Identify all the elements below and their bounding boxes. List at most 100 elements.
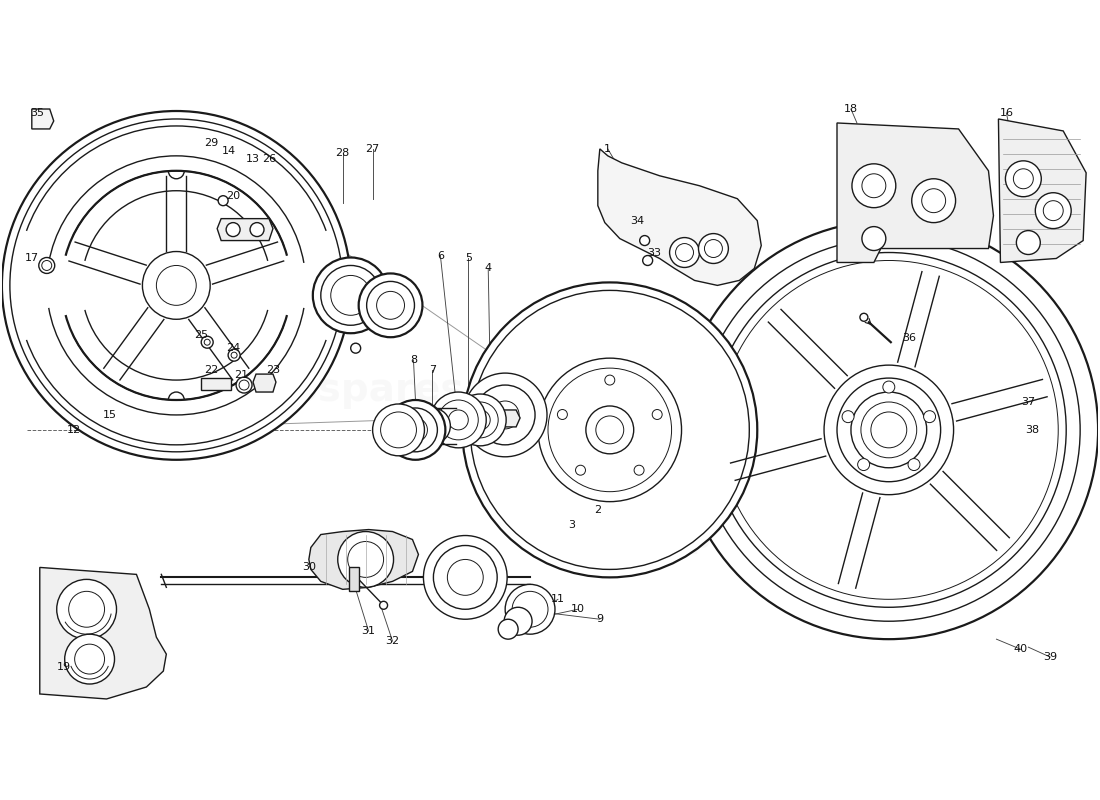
Circle shape — [236, 377, 252, 393]
Text: 6: 6 — [437, 250, 444, 261]
Text: 32: 32 — [385, 636, 399, 646]
Circle shape — [712, 253, 1066, 607]
Text: 24: 24 — [226, 343, 240, 353]
Text: 38: 38 — [1025, 425, 1040, 435]
Circle shape — [156, 266, 196, 306]
Circle shape — [634, 466, 645, 475]
Text: 34: 34 — [630, 216, 645, 226]
Circle shape — [227, 222, 240, 237]
Circle shape — [586, 406, 634, 454]
Circle shape — [871, 412, 906, 448]
Circle shape — [10, 119, 343, 452]
Circle shape — [462, 402, 498, 438]
Circle shape — [379, 602, 387, 610]
Text: 20: 20 — [226, 190, 240, 201]
Circle shape — [231, 352, 238, 358]
Text: 37: 37 — [1021, 397, 1035, 407]
Polygon shape — [837, 123, 993, 262]
Text: 8: 8 — [410, 355, 417, 365]
Text: 7: 7 — [429, 365, 436, 375]
Circle shape — [463, 373, 547, 457]
Text: 22: 22 — [205, 365, 218, 375]
Circle shape — [2, 111, 351, 460]
Circle shape — [861, 402, 916, 458]
Circle shape — [228, 349, 240, 361]
Circle shape — [851, 164, 895, 208]
Circle shape — [719, 261, 1058, 599]
Text: 12: 12 — [67, 425, 80, 435]
Circle shape — [1035, 193, 1071, 229]
Circle shape — [415, 408, 450, 444]
Circle shape — [404, 418, 428, 442]
Text: 27: 27 — [365, 144, 380, 154]
Circle shape — [858, 458, 870, 470]
Text: 13: 13 — [246, 154, 260, 164]
Circle shape — [837, 378, 940, 482]
Text: 25: 25 — [195, 330, 208, 340]
Circle shape — [359, 274, 422, 338]
Circle shape — [498, 619, 518, 639]
Circle shape — [908, 458, 920, 470]
Circle shape — [642, 255, 652, 266]
Circle shape — [862, 226, 886, 250]
Circle shape — [504, 607, 532, 635]
Circle shape — [505, 584, 556, 634]
Circle shape — [697, 238, 1080, 622]
Circle shape — [1043, 201, 1064, 221]
Polygon shape — [349, 567, 359, 591]
Circle shape — [698, 234, 728, 263]
Circle shape — [883, 381, 894, 393]
Text: 23: 23 — [266, 365, 280, 375]
Text: 9: 9 — [596, 614, 604, 624]
Circle shape — [538, 358, 682, 502]
Circle shape — [513, 591, 548, 627]
Circle shape — [462, 282, 757, 578]
Circle shape — [394, 408, 438, 452]
Text: 31: 31 — [362, 626, 375, 636]
Circle shape — [862, 174, 886, 198]
Text: 14: 14 — [222, 146, 236, 156]
Circle shape — [1016, 230, 1041, 254]
Circle shape — [376, 291, 405, 319]
Circle shape — [424, 535, 507, 619]
Circle shape — [558, 410, 568, 419]
Circle shape — [142, 251, 210, 319]
Polygon shape — [32, 109, 54, 129]
Circle shape — [912, 178, 956, 222]
Circle shape — [373, 404, 425, 456]
Polygon shape — [40, 567, 166, 699]
Text: 40: 40 — [1013, 644, 1027, 654]
Text: 3: 3 — [569, 519, 575, 530]
Circle shape — [449, 410, 469, 430]
Circle shape — [386, 400, 446, 460]
Circle shape — [1005, 161, 1042, 197]
Circle shape — [575, 466, 585, 475]
Circle shape — [39, 258, 55, 274]
Text: 29: 29 — [205, 138, 218, 148]
Circle shape — [250, 222, 264, 237]
Polygon shape — [217, 218, 273, 241]
Circle shape — [348, 542, 384, 578]
Circle shape — [860, 314, 868, 322]
Circle shape — [439, 400, 478, 440]
Circle shape — [596, 416, 624, 444]
Circle shape — [218, 196, 228, 206]
Circle shape — [471, 290, 749, 570]
Text: 33: 33 — [648, 247, 661, 258]
Text: eurospares: eurospares — [218, 371, 463, 409]
Circle shape — [471, 410, 491, 430]
Text: 17: 17 — [24, 254, 38, 263]
Circle shape — [652, 410, 662, 419]
Circle shape — [492, 401, 519, 429]
Circle shape — [201, 336, 213, 348]
Text: 16: 16 — [1000, 108, 1013, 118]
Polygon shape — [597, 149, 761, 286]
Circle shape — [68, 591, 104, 627]
Text: 19: 19 — [56, 662, 70, 672]
Text: 26: 26 — [262, 154, 276, 164]
Circle shape — [675, 243, 693, 262]
Circle shape — [422, 416, 442, 436]
Polygon shape — [253, 374, 276, 392]
Circle shape — [824, 365, 954, 494]
Circle shape — [1013, 169, 1033, 189]
